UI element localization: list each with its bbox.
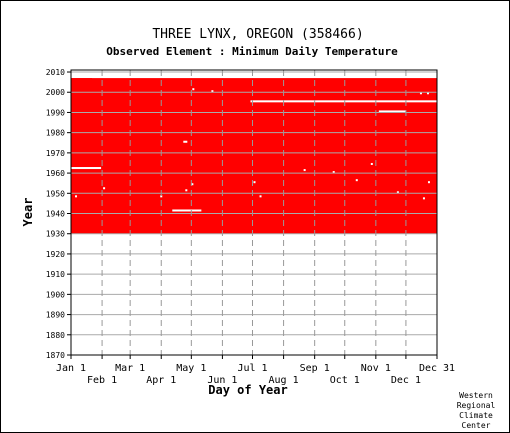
y-tick-label: 1910: [46, 270, 65, 279]
data-layer: [71, 78, 437, 234]
axis-layer: 2010 2000 1990 1980 1970 1960 1950 1940 1930 1920…: [46, 68, 455, 386]
missing-data-gap: [211, 90, 214, 93]
y-tick-label: 1990: [46, 108, 65, 117]
grid-layer: [71, 70, 437, 356]
missing-data-gap: [192, 88, 195, 91]
y-tick-label: 2000: [46, 88, 65, 97]
y-axis-label: Year: [21, 198, 35, 227]
missing-data-gap: [378, 110, 406, 113]
y-tick-label: 1930: [46, 230, 65, 239]
y-tick-label: 1980: [46, 129, 65, 138]
x-tick-label: May 1: [176, 363, 206, 374]
x-tick-label: Feb 1: [87, 375, 117, 386]
credit-line: Climate: [459, 411, 493, 420]
y-tick-label: 1970: [46, 149, 65, 158]
chart-subtitle: Observed Element : Minimum Daily Tempera…: [106, 45, 398, 58]
credit-line: Center: [462, 421, 491, 430]
y-tick-label: 1900: [46, 290, 65, 299]
y-tick-label: 1870: [46, 351, 65, 360]
missing-data-gap: [183, 140, 188, 143]
y-tick-label: 1940: [46, 210, 65, 219]
x-tick-label: Jul 1: [237, 363, 267, 374]
x-axis-label: Day of Year: [208, 383, 287, 397]
credit-line: Regional: [457, 401, 496, 410]
y-tick-label: 2010: [46, 68, 65, 77]
missing-data-gap: [355, 179, 358, 182]
missing-data-gap: [396, 191, 399, 194]
missing-data-gap: [250, 100, 437, 103]
missing-data-gap: [332, 171, 335, 174]
missing-data-gap: [419, 92, 422, 95]
x-tick-label: Jan 1: [56, 363, 86, 374]
x-tick-label: Dec 31: [419, 363, 455, 374]
x-tick-label: Oct 1: [330, 375, 360, 386]
plot-border: [70, 69, 438, 356]
x-tick-label: Dec 1: [391, 375, 421, 386]
x-tick-label: Sep 1: [300, 363, 330, 374]
missing-data-gap: [370, 162, 373, 165]
missing-data-gap: [422, 197, 425, 200]
y-tick-label: 1960: [46, 169, 65, 178]
x-tick-label: Aug 1: [269, 375, 299, 386]
credit-line: Western: [459, 391, 493, 400]
y-tick-label: 1890: [46, 311, 65, 320]
missing-data-gap: [253, 181, 256, 184]
missing-data-gap: [172, 209, 202, 212]
missing-data-gap: [75, 195, 78, 198]
chart-title: THREE LYNX, OREGON (358466): [152, 27, 363, 42]
y-tick-label: 1880: [46, 331, 65, 340]
data-block: [71, 78, 93, 81]
missing-data-gap: [427, 181, 430, 184]
missing-data-gap: [160, 195, 163, 198]
x-tick-label: Apr 1: [146, 375, 176, 386]
x-tick-label: Nov 1: [361, 363, 391, 374]
missing-data-gap: [303, 169, 306, 172]
missing-data-gap: [103, 187, 106, 190]
x-tick-label: Jun 1: [207, 375, 237, 386]
missing-data-gap: [259, 195, 262, 198]
x-tick-label: Mar 1: [115, 363, 145, 374]
missing-data-gap: [71, 167, 102, 170]
y-tick-label: 1950: [46, 189, 65, 198]
y-tick-label: 1920: [46, 250, 65, 259]
credit-block: Western Regional Climate Center: [457, 391, 496, 430]
missing-data-gap: [185, 189, 188, 192]
missing-data-gap: [426, 92, 429, 95]
missing-data-gap: [191, 183, 194, 186]
